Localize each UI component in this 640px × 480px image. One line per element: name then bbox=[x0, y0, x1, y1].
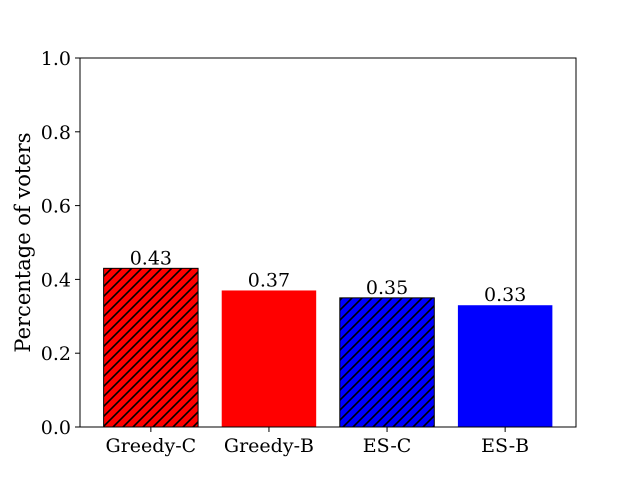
bar-hatch-es-c bbox=[339, 297, 435, 428]
x-tick-label: ES-C bbox=[363, 435, 412, 457]
bar-hatch-greedy-c bbox=[103, 267, 199, 428]
y-axis-label: Percentage of voters bbox=[11, 132, 35, 352]
bar-value-label: 0.43 bbox=[130, 247, 172, 269]
y-tick-label: 0.2 bbox=[41, 343, 71, 365]
y-tick-label: 0.0 bbox=[41, 417, 71, 439]
plot-frame bbox=[79, 57, 577, 428]
y-tick-label: 0.8 bbox=[41, 122, 71, 144]
bar-value-label: 0.37 bbox=[248, 269, 290, 291]
x-tick-label: ES-B bbox=[481, 435, 529, 457]
x-tick-label: Greedy-B bbox=[224, 435, 314, 457]
axis-ticks: Greedy-C Greedy-B ES-C ES-B 0.0 0.2 0.4 0.6 0.8 1… bbox=[41, 48, 529, 457]
bar-value-label: 0.33 bbox=[484, 284, 526, 306]
y-tick-label: 0.4 bbox=[41, 269, 71, 291]
y-tick-label: 1.0 bbox=[41, 48, 71, 70]
x-tick-label: Greedy-C bbox=[106, 435, 197, 457]
bar-greedy-b bbox=[221, 290, 317, 427]
bar-value-label: 0.35 bbox=[366, 277, 408, 299]
y-tick-label: 0.6 bbox=[41, 196, 71, 218]
bars: 0.43 0.37 0.35 0.33 bbox=[103, 247, 553, 428]
bar-es-b bbox=[457, 305, 553, 427]
